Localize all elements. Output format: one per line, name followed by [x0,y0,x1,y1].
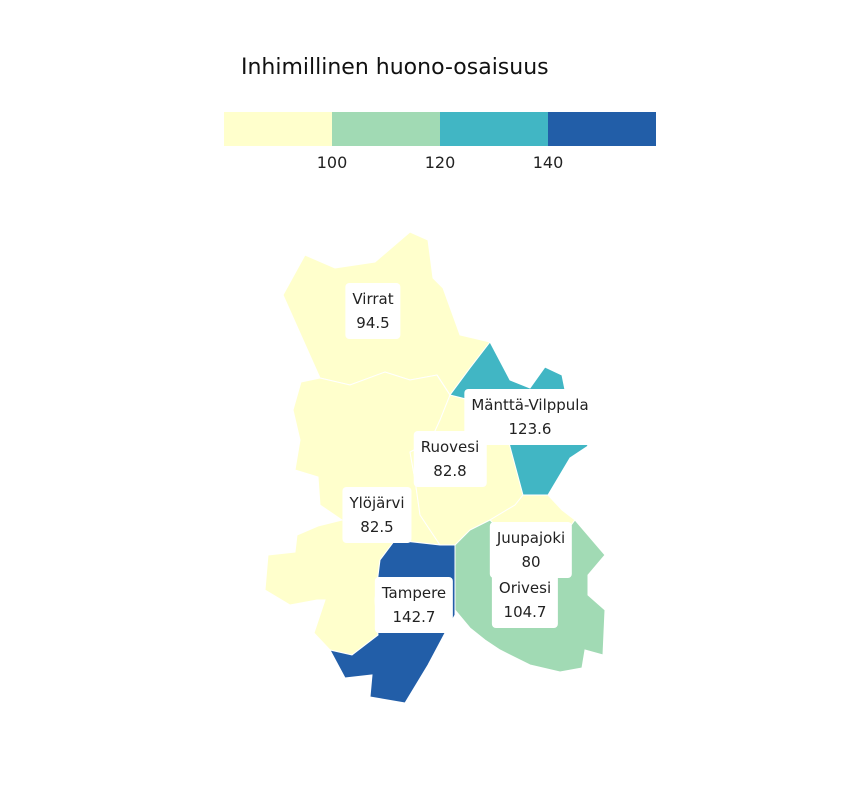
region-value: 123.6 [508,420,552,438]
map-label-juupajoki: Juupajoki 80 [489,522,573,578]
region-name: Tampere [381,584,447,602]
legend-ticks: 100 120 140 [0,153,864,177]
region-value: 80 [521,553,541,571]
legend-swatch-3 [440,112,548,146]
map-label-ruovesi: Ruovesi 82.8 [413,431,487,487]
region-value: 104.7 [503,603,547,621]
legend-title: Inhimillinen huono-osaisuus [241,55,549,80]
region-name: Virrat [352,290,394,308]
map-label-virrat: Virrat 94.5 [345,283,401,339]
region-name: Mänttä-Vilppula [471,396,589,414]
region-value: 82.5 [360,518,394,536]
region-name: Ruovesi [420,438,480,456]
region-value: 82.8 [433,462,467,480]
legend-color-scale [224,112,656,146]
map-label-orivesi: Orivesi 104.7 [491,572,559,628]
legend-swatch-4 [548,112,656,146]
legend-tick-140: 140 [532,153,564,172]
legend-tick-100: 100 [316,153,348,172]
legend-tick-120: 120 [424,153,456,172]
region-name: Juupajoki [496,529,566,547]
region-value: 142.7 [392,608,436,626]
region-value: 94.5 [356,314,390,332]
map-label-ylojarvi: Ylöjärvi 82.5 [342,487,412,543]
legend-swatch-2 [332,112,440,146]
map-label-tampere: Tampere 142.7 [374,577,454,633]
region-name: Ylöjärvi [349,494,405,512]
region-name: Orivesi [498,579,552,597]
legend-swatch-1 [224,112,332,146]
